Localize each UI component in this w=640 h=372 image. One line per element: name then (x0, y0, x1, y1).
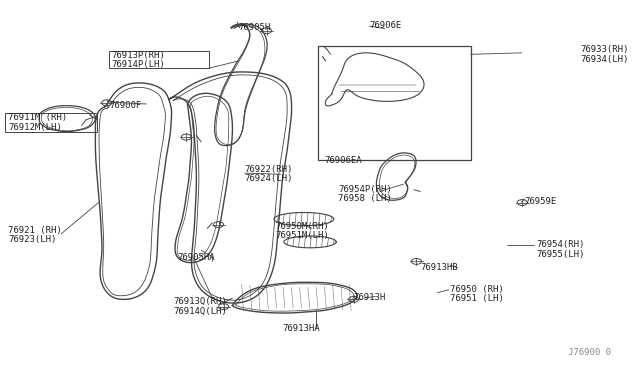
Text: 76951 (LH): 76951 (LH) (450, 294, 504, 304)
Text: 76913HA: 76913HA (282, 324, 320, 333)
Text: 76950M(RH): 76950M(RH) (276, 222, 330, 231)
Text: 76951M(LH): 76951M(LH) (276, 231, 330, 240)
Text: 76914Q(LH): 76914Q(LH) (173, 307, 227, 315)
Text: 76921 (RH): 76921 (RH) (8, 226, 62, 235)
Text: 76954(RH): 76954(RH) (536, 240, 584, 249)
Text: 76905H: 76905H (239, 23, 271, 32)
Text: J76900 0: J76900 0 (568, 348, 611, 357)
Text: 76954P(RH): 76954P(RH) (338, 185, 392, 194)
Text: 76911M (RH): 76911M (RH) (8, 113, 67, 122)
Text: 76905HA: 76905HA (177, 253, 215, 262)
Text: 76913HB: 76913HB (420, 263, 458, 272)
Text: 76913Q(RH): 76913Q(RH) (173, 297, 227, 307)
Text: 76906EA: 76906EA (324, 156, 362, 165)
Text: 76958 (LH): 76958 (LH) (338, 195, 392, 203)
Text: 76933(RH): 76933(RH) (580, 45, 629, 54)
Text: 76914P(LH): 76914P(LH) (111, 60, 164, 69)
Bar (5, 113, 97, 132)
Text: 76913P(RH): 76913P(RH) (111, 51, 164, 60)
Text: 76934(LH): 76934(LH) (580, 55, 629, 64)
Text: 76913H: 76913H (354, 293, 386, 302)
Text: 76906E: 76906E (369, 22, 401, 31)
Text: 76900F: 76900F (109, 100, 141, 110)
Text: 76922(RH): 76922(RH) (244, 165, 293, 174)
Text: 76924(LH): 76924(LH) (244, 174, 293, 183)
Bar (109, 51, 209, 68)
Text: 76950 (RH): 76950 (RH) (450, 285, 504, 294)
Text: 76955(LH): 76955(LH) (536, 250, 584, 259)
Text: 76923(LH): 76923(LH) (8, 235, 57, 244)
Text: 76912M(LH): 76912M(LH) (8, 123, 62, 132)
Text: 76959E: 76959E (525, 197, 557, 206)
Bar (318, 46, 470, 160)
